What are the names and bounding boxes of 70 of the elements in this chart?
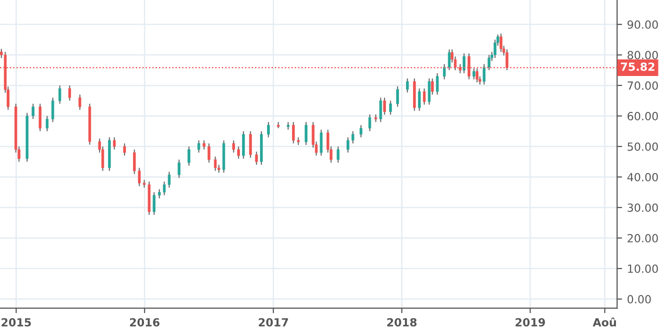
candlestick (46, 115, 48, 132)
candlestick (68, 84, 72, 102)
y-tick-label: 50.00 (628, 142, 658, 151)
candlestick (208, 142, 210, 164)
candlestick (448, 48, 451, 71)
candlestick (267, 122, 270, 138)
candlestick (336, 146, 340, 164)
candlestick (472, 68, 476, 80)
candlestick (133, 148, 136, 174)
candlestick (162, 181, 166, 196)
candlestick (232, 140, 235, 154)
candlestick (237, 146, 240, 160)
candlestick (379, 97, 382, 123)
candlestick (436, 72, 439, 96)
y-tick-label: 80.00 (628, 50, 658, 60)
y-tick-label: 40.00 (627, 172, 658, 182)
ref-line-label: 75.82 (620, 62, 654, 71)
candlestick (112, 136, 116, 150)
candlestick (188, 146, 190, 166)
candlestick (197, 140, 200, 154)
y-tick-label: 20.00 (628, 234, 658, 242)
candlestick (482, 64, 486, 86)
candlestick (443, 64, 446, 80)
candlestick (431, 78, 434, 96)
candlestick (142, 179, 146, 188)
x-tick-label: 2017 (258, 318, 288, 327)
candlestick (38, 103, 42, 132)
y-tick-label: 90.00 (628, 20, 658, 29)
x-tick-label: 2016 (130, 318, 160, 327)
x-tick-label: Aoû (592, 317, 616, 327)
y-tick-label: 60.00 (628, 112, 658, 120)
x-tick-label: 2018 (387, 318, 417, 327)
candlestick (51, 97, 54, 123)
candlestick (488, 54, 490, 71)
candlestick (58, 84, 62, 104)
candlestick (249, 130, 252, 158)
candlestick (500, 33, 502, 52)
x-tick-label: 2015 (2, 318, 31, 327)
candlestick (320, 129, 323, 156)
candlestick (360, 124, 362, 138)
candlestick (242, 130, 245, 160)
candlestick (396, 86, 399, 108)
candlestick (418, 88, 421, 112)
y-tick-label: 0.00 (628, 295, 651, 304)
candlestick (123, 142, 126, 156)
candlestick (368, 114, 372, 132)
candlestick (178, 159, 180, 178)
candlestick (32, 103, 34, 120)
x-tick-label: 2019 (516, 318, 545, 327)
candlestick (152, 192, 156, 216)
y-tick-label: 70.00 (628, 81, 658, 90)
candlestick (168, 171, 171, 188)
candlestick (422, 88, 426, 106)
candlestick (462, 52, 466, 74)
candlestick (255, 151, 258, 166)
candlestick (389, 100, 392, 116)
candlestick (138, 167, 141, 187)
candlestick (428, 78, 431, 106)
candlestick (214, 156, 217, 172)
candlestick (292, 122, 295, 144)
candlestick (346, 136, 350, 154)
candlestick (78, 94, 82, 110)
candlestick (202, 140, 206, 150)
y-tick-label: 30.00 (628, 203, 658, 212)
candlestick (383, 97, 386, 116)
y-tick-label: 10.00 (628, 264, 658, 273)
candlestick (352, 130, 354, 144)
candlestick (406, 78, 409, 94)
candlestick (158, 188, 161, 199)
candlestick (304, 122, 308, 146)
